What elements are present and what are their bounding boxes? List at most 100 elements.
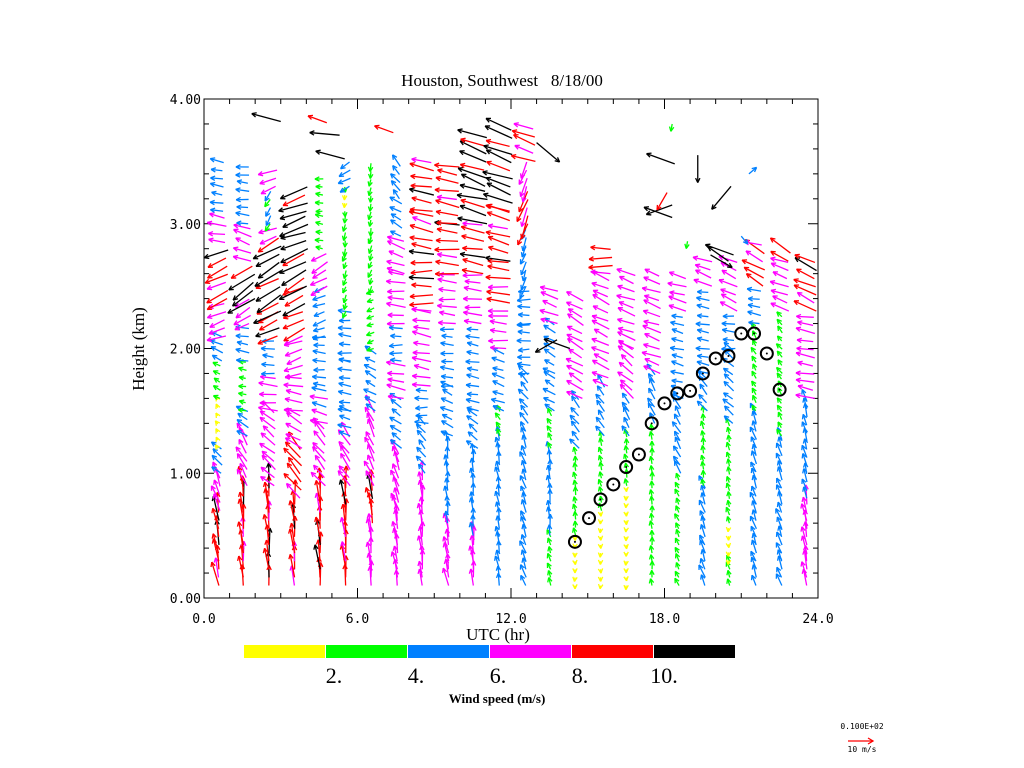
arrow-head [386, 259, 392, 262]
arrow-shaft [797, 361, 814, 367]
arrow-head [262, 514, 265, 520]
arrow-shaft [460, 163, 485, 171]
wind-vector [436, 220, 458, 226]
arrow-head [338, 171, 343, 177]
arrow-head [620, 379, 626, 383]
arrow-shaft [338, 333, 352, 338]
arrow-head [390, 398, 396, 402]
arrow-head [387, 314, 393, 318]
arrow-head [235, 237, 240, 243]
wind-vector [496, 428, 502, 437]
arrow-head [521, 492, 524, 498]
arrow-head [257, 170, 263, 176]
wind-vector [257, 169, 278, 177]
arrow-head [776, 573, 781, 578]
wind-vector [722, 392, 734, 400]
wind-vector [367, 285, 374, 294]
arrow-head [670, 345, 676, 349]
wind-vector [769, 280, 789, 288]
arrow-head [459, 140, 464, 146]
wind-vector [367, 195, 374, 203]
wind-vector [459, 183, 486, 192]
arrow-head [284, 437, 289, 443]
arrow-shaft [259, 177, 277, 185]
arrow-shaft [488, 224, 508, 230]
arrow-head [795, 370, 801, 374]
arrow-head [438, 296, 444, 301]
arrow-shaft [313, 382, 326, 387]
arrow-head [492, 390, 498, 393]
arrow-shaft [544, 403, 555, 412]
arrow-head [313, 330, 319, 333]
wind-vector [567, 313, 584, 326]
arrow-shaft [255, 286, 281, 302]
arrow-head [434, 273, 441, 277]
arrow-head [437, 322, 443, 326]
wind-vector [649, 447, 655, 456]
arrow-shaft [233, 314, 251, 326]
wind-vector [366, 339, 374, 345]
arrow-head [338, 389, 344, 392]
arrow-head [436, 305, 442, 309]
arrow-head [567, 313, 573, 316]
arrow-head [447, 501, 451, 507]
arrow-head [366, 346, 371, 352]
wind-vector [591, 337, 610, 346]
wind-vector [235, 196, 249, 203]
arrow-head [386, 266, 393, 269]
arrow-head [675, 537, 680, 542]
arrow-head [262, 548, 266, 554]
arrow-head [770, 257, 775, 262]
wind-vector [643, 365, 661, 375]
arrow-head [211, 466, 215, 472]
arrow-head [466, 342, 472, 347]
arrow-head [520, 485, 526, 490]
arrow-head [411, 158, 417, 163]
wind-vector [260, 345, 275, 352]
arrow-head [256, 310, 263, 314]
arrow-head [392, 495, 397, 501]
wind-vector [232, 281, 254, 301]
arrow-shaft [669, 271, 687, 280]
arrow-head [391, 408, 395, 414]
arrow-shaft [239, 463, 247, 478]
arrow-head [592, 305, 597, 311]
arrow-head [343, 236, 348, 241]
arrow-shaft [794, 257, 817, 272]
arrow-shaft [211, 168, 223, 172]
arrow-head [286, 359, 291, 365]
arrow-head [469, 535, 473, 541]
arrow-shaft [264, 482, 270, 505]
wind-vector [725, 559, 732, 565]
arrow-head [235, 164, 241, 168]
arrow-head [440, 374, 447, 377]
wind-vector [725, 451, 732, 459]
arrow-head [723, 373, 727, 379]
wind-vector [411, 306, 432, 313]
wind-vector [571, 430, 580, 441]
arrow-head [364, 407, 367, 413]
arrow-shaft [749, 491, 757, 505]
arrow-shaft [699, 510, 706, 521]
arrow-head [236, 422, 242, 427]
arrow-head [314, 201, 320, 206]
arrow-head [465, 398, 471, 404]
wind-vector [485, 149, 512, 164]
wind-vector [366, 314, 375, 320]
arrow-shaft [776, 531, 783, 546]
wind-vector [309, 394, 329, 400]
arrow-head [770, 262, 775, 268]
arrow-head [366, 325, 372, 328]
wind-vector [695, 345, 710, 352]
arrow-head [599, 552, 604, 558]
arrow-shaft [230, 265, 253, 279]
arrow-head [801, 389, 807, 394]
arrow-head [674, 413, 679, 418]
arrow-shaft [438, 298, 456, 301]
arrow-head [385, 361, 391, 366]
arrow-head [485, 149, 490, 155]
wind-vector [643, 299, 661, 310]
arrow-head [366, 314, 371, 320]
wind-vector [674, 405, 681, 417]
arrow-head [494, 437, 497, 443]
